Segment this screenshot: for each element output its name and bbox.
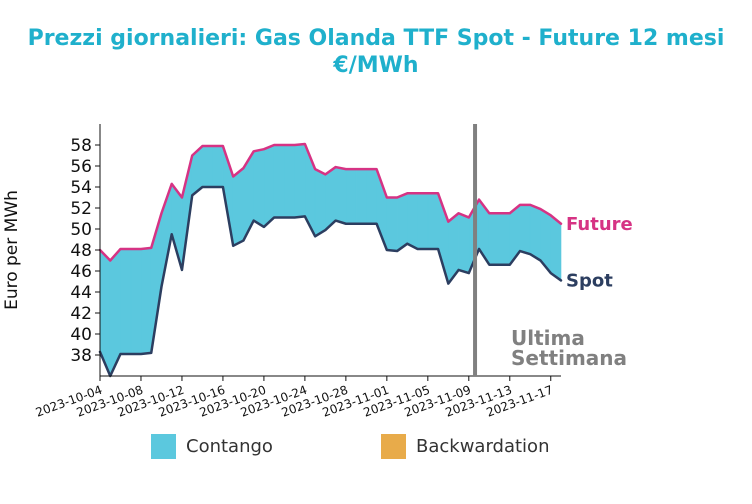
- y-tick-label: 52: [70, 199, 92, 219]
- spread-fill-segment: [529, 204, 541, 262]
- spread-fill-segment: [386, 197, 398, 252]
- y-tick-label: 56: [70, 157, 92, 177]
- y-tick-label: 42: [70, 304, 92, 324]
- legend-label-backwardation: Backwardation: [416, 436, 550, 457]
- spread-fill-segment: [427, 193, 439, 250]
- spread-fill-segment: [355, 168, 367, 225]
- chart-title: Prezzi giornalieri: Gas Olanda TTF Spot …: [27, 26, 725, 51]
- spread-fill-segment: [202, 145, 213, 188]
- spread-fill-segment: [499, 212, 511, 266]
- end-label-spot: Spot: [566, 270, 613, 291]
- y-tick-label: 40: [70, 325, 92, 345]
- y-tick-label: 44: [70, 283, 92, 303]
- series-line-spot: [98, 185, 563, 378]
- spread-fill-segment: [407, 193, 418, 250]
- series-lines-group: [98, 142, 563, 378]
- legend-item-contango[interactable]: Contango: [151, 434, 273, 459]
- spread-fill-segment: [366, 168, 377, 225]
- spread-fill-segment: [273, 144, 285, 218]
- spread-fill-segment: [488, 212, 500, 266]
- spread-fill-segment: [519, 204, 531, 255]
- last-week-label-line2: Settimana: [511, 346, 627, 370]
- spread-fill-segment: [396, 192, 408, 252]
- chart-subtitle: €/MWh: [333, 53, 419, 78]
- spread-fill-segment: [335, 166, 347, 225]
- spread-fill-segment: [345, 168, 357, 225]
- end-label-future: Future: [566, 214, 633, 235]
- spread-fill-segment: [232, 167, 244, 247]
- series-line-future: [98, 142, 563, 262]
- spread-fill-segment: [314, 168, 326, 237]
- y-tick-label: 50: [70, 220, 92, 240]
- y-tick-label: 48: [70, 241, 92, 261]
- spread-fill-segment: [130, 248, 142, 355]
- y-tick-label: 54: [70, 178, 92, 198]
- y-tick-label: 58: [70, 136, 92, 156]
- end-labels-group: Future Spot: [566, 214, 633, 292]
- legend-label-contango: Contango: [186, 436, 273, 457]
- spread-fill-group: [99, 143, 562, 377]
- legend-swatch-backwardation: [381, 434, 406, 459]
- y-tick-label: 46: [70, 262, 92, 282]
- spread-fill-segment: [458, 212, 470, 274]
- last-week-label-line1: Ultima: [511, 326, 585, 350]
- spread-fill-segment: [284, 144, 295, 218]
- spread-fill-segment: [120, 248, 132, 355]
- spread-fill-segment: [294, 143, 306, 218]
- legend-item-backwardation[interactable]: Backwardation: [381, 434, 549, 459]
- spread-fill-segment: [212, 145, 224, 188]
- spread-fill-segment: [253, 148, 265, 228]
- spread-fill-segment: [509, 204, 521, 266]
- spread-fill-segment: [550, 214, 562, 282]
- y-axis-title: Euro per MWh: [2, 190, 22, 310]
- spread-fill-segment: [140, 247, 152, 355]
- spread-fill-segment: [417, 193, 429, 250]
- spread-fill-segment: [263, 144, 275, 228]
- y-tick-label: 38: [70, 346, 92, 366]
- legend-swatch-contango: [151, 434, 176, 459]
